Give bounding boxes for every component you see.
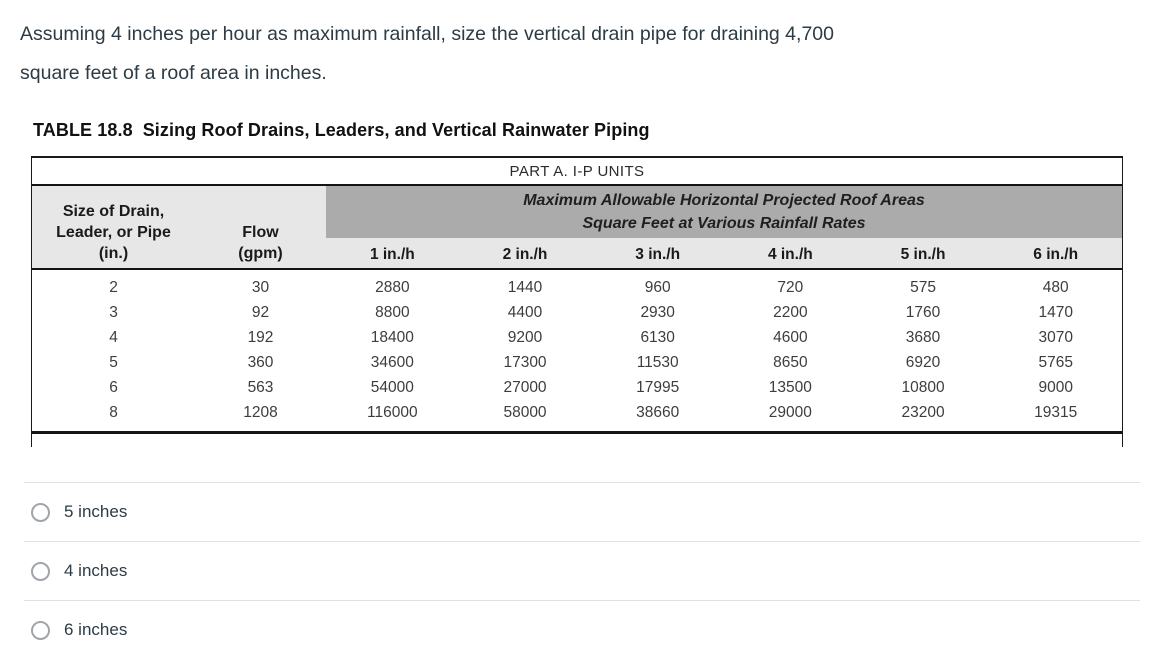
radio-icon[interactable] [31,502,50,522]
table-row: 8 1208 116000 58000 38660 29000 23200 19… [109,403,1078,421]
question-line-1: Assuming 4 inches per hour as maximum ra… [20,23,834,45]
option-label[interactable]: 4 inches [64,561,128,580]
question-text: Assuming 4 inches per hour as maximum ra… [20,15,1065,93]
option-label[interactable]: 5 inches [64,502,128,521]
rate-header-2: 2 in./h [502,246,548,263]
question-line-2: square feet of a roof area in inches. [20,62,327,84]
table-row: 5 360 34600 17300 11530 8650 6920 5765 [109,353,1073,371]
column-header-size: Size of Drain, Leader, or Pipe (in.) [56,203,171,262]
rates-header-group: Maximum Allowable Horizontal Projected R… [326,186,1122,268]
column-header-flow: Flow (gpm) [238,224,283,262]
rate-header-4: 4 in./h [767,246,813,263]
rate-header-3: 3 in./h [635,246,681,263]
radio-icon[interactable] [31,561,50,581]
radio-icon[interactable] [31,620,50,640]
rate-header-5: 5 in./h [900,246,946,263]
table-title: TABLE 18.8 Sizing Roof Drains, Leaders, a… [33,120,1156,141]
roof-drain-sizing-table: PART A. I-P UNITS Size of Drain, Leader,… [31,156,1123,434]
option-label[interactable]: 6 inches [64,620,128,639]
rate-header-1: 1 in./h [369,246,415,263]
option-5-inches[interactable]: 5 inches [24,482,1140,541]
table-part-header: PART A. I-P UNITS [32,158,1122,186]
option-6-inches[interactable]: 6 inches [24,600,1140,659]
table-number-label: TABLE 18.8 [33,120,133,140]
table-header-row: Size of Drain, Leader, or Pipe (in.) Flo… [32,186,1122,270]
table-row: 6 563 54000 27000 17995 13500 10800 9000 [109,378,1073,396]
table-row: 4 192 18400 9200 6130 4600 3680 3070 [109,328,1073,346]
option-4-inches[interactable]: 4 inches [24,541,1140,600]
answer-options: 5 inches 4 inches 6 inches [24,482,1140,659]
rate-header-6: 6 in./h [1033,246,1079,263]
table-bottom-ticks [31,434,1123,447]
spanning-header: Maximum Allowable Horizontal Projected R… [326,186,1122,238]
table-body: 2 30 2880 1440 960 720 575 480 3 92 8800… [32,270,1122,431]
table-title-text: Sizing Roof Drains, Leaders, and Vertica… [142,120,650,140]
rate-column-headers: 1 in./h 2 in./h 3 in./h 4 in./h 5 in./h … [326,238,1122,268]
table-row: 3 92 8800 4400 2930 2200 1760 1470 [109,303,1073,321]
table-row: 2 30 2880 1440 960 720 575 480 [109,278,1069,296]
